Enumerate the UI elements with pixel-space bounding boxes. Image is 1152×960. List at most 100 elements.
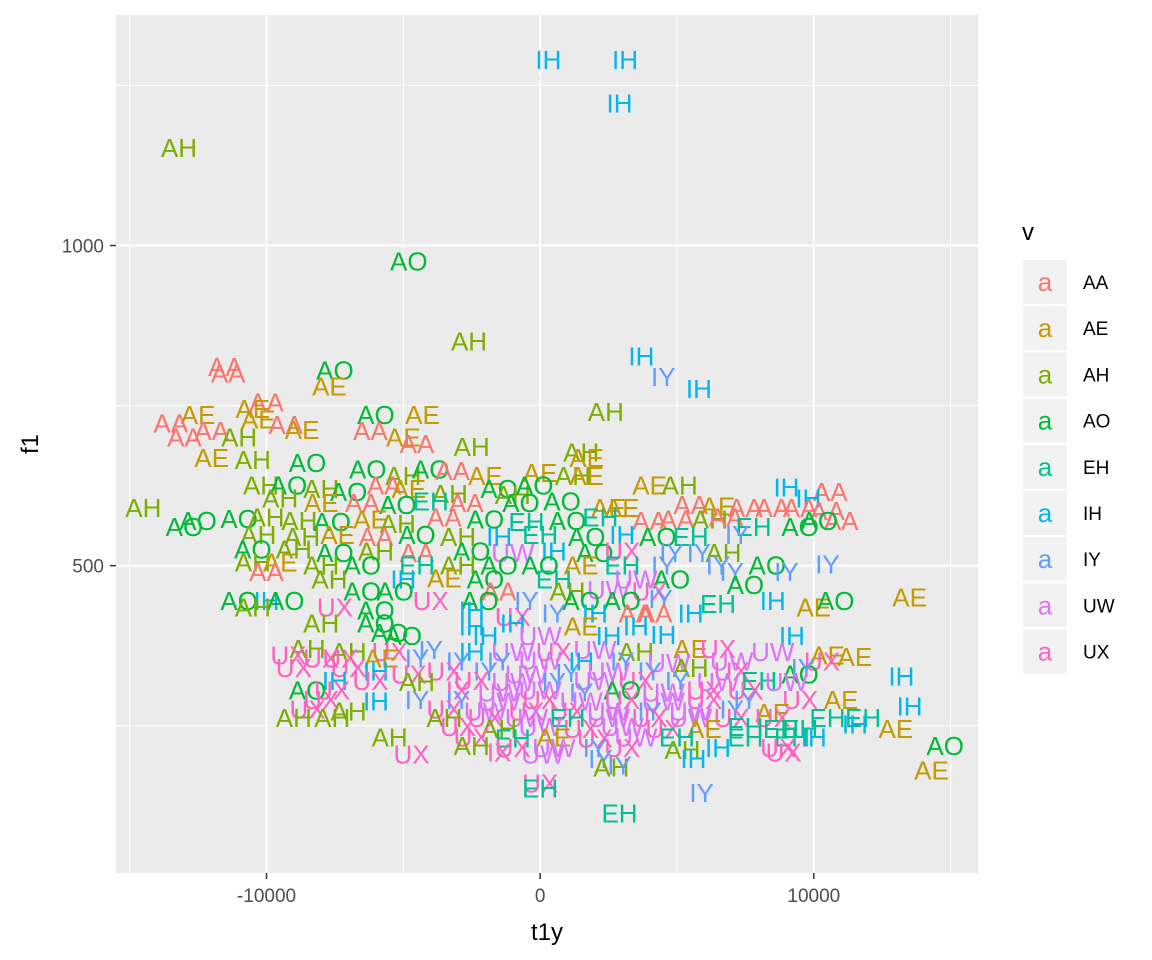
point-label: IH (486, 522, 512, 552)
legend: a AA a AE a AH a AO a EH a IH a IY a UW a UX (1023, 260, 1115, 674)
point-label: EH (582, 503, 618, 533)
point-label: AH (664, 735, 700, 765)
point-label: AH (221, 423, 257, 453)
point-label: UX (426, 656, 462, 686)
point-label: AO (800, 506, 838, 536)
legend-label: IY (1083, 550, 1101, 571)
point-label: UW (669, 697, 713, 727)
point-label: IY (607, 750, 632, 780)
point-label: AA (783, 493, 818, 523)
point-label: AA (208, 352, 243, 382)
point-label: AO (781, 512, 819, 542)
point-label: EH (845, 703, 881, 733)
point-label: IH (773, 473, 799, 503)
point-label: AE (605, 493, 640, 523)
point-label: EH (727, 722, 763, 752)
point-label: IX (487, 738, 512, 768)
point-label: UX (467, 703, 503, 733)
legend-label: EH (1083, 458, 1109, 479)
point-label: AA (400, 538, 435, 568)
point-label: UW (669, 703, 713, 733)
legend-key-glyph: a (1038, 406, 1053, 436)
point-label: IY (651, 551, 676, 581)
point-label: AO (398, 520, 436, 550)
point-label: AA (709, 503, 744, 533)
point-label: AH (563, 437, 599, 467)
point-label: UX (760, 733, 796, 763)
point-label: AH (262, 483, 298, 513)
point-label: IH (801, 722, 827, 752)
point-label: AO (267, 586, 305, 616)
point-label: UX (440, 712, 476, 742)
point-label: IH (612, 45, 638, 75)
point-label: AO (357, 595, 395, 625)
point-label: IH (678, 599, 704, 629)
point-label: UW (505, 703, 549, 733)
point-label: UW (601, 712, 645, 742)
point-label: UX (604, 685, 640, 715)
point-label: AH (549, 576, 585, 606)
point-label: UX (604, 537, 640, 567)
point-label: AH (289, 634, 325, 664)
point-label: AA (728, 493, 763, 523)
point-label: IY (774, 557, 799, 587)
point-label: AE (914, 756, 949, 786)
point-label: AO (316, 355, 354, 385)
point-label: AO (379, 490, 417, 520)
point-label: UW (521, 740, 565, 770)
point-label: AA (632, 506, 667, 536)
point-label: IH (609, 520, 635, 550)
point-label: AA (167, 423, 202, 453)
point-label: UW (765, 667, 809, 697)
point-label: IH (623, 611, 649, 641)
point-label: UW (587, 656, 631, 686)
point-label: IY (542, 599, 567, 629)
point-label: AA (660, 505, 695, 535)
point-label: IH (795, 483, 821, 513)
y-tick-label: 1000 (62, 237, 104, 258)
point-label: AO (220, 504, 258, 534)
point-label: AE (632, 471, 667, 501)
major-gridlines (116, 15, 978, 873)
point-label: AH (385, 461, 421, 491)
point-label: UX (495, 733, 531, 763)
point-label: AO (521, 551, 559, 581)
point-label: UW (518, 676, 562, 706)
point-label: IY (706, 551, 731, 581)
point-label: IH (779, 621, 805, 651)
point-label: IY (648, 584, 673, 614)
point-label: AO (467, 565, 505, 595)
point-label: EH (536, 565, 572, 595)
point-label: UX (645, 714, 681, 744)
point-label: IH (363, 686, 389, 716)
point-label: AO (549, 506, 587, 536)
point-label: AE (701, 492, 736, 522)
legend-key (1023, 537, 1067, 582)
point-label: EH (508, 507, 544, 537)
point-label: EH (673, 522, 709, 552)
legend-key-glyph: a (1038, 498, 1053, 528)
point-label: IY (637, 656, 662, 686)
point-label: AE (194, 443, 229, 473)
point-label: IX (446, 676, 471, 706)
point-label: UX (426, 695, 462, 725)
point-label: AE (569, 443, 604, 473)
legend-label: AO (1083, 412, 1110, 433)
point-label: UX (391, 660, 427, 690)
point-label: AA (435, 456, 470, 486)
point-label: AO (349, 455, 387, 485)
point-label: AE (564, 551, 599, 581)
point-label: UW (587, 703, 631, 733)
point-label: AA (449, 488, 484, 518)
point-label: AH (588, 397, 624, 427)
point-label: IH (897, 692, 923, 722)
point-label: IH (459, 637, 485, 667)
point-label: UW (647, 648, 691, 678)
point-label: AA (353, 416, 388, 446)
point-label: AO (576, 538, 614, 568)
point-label: EH (774, 722, 810, 752)
legend-key (1023, 629, 1067, 674)
point-label: AO (385, 621, 423, 651)
